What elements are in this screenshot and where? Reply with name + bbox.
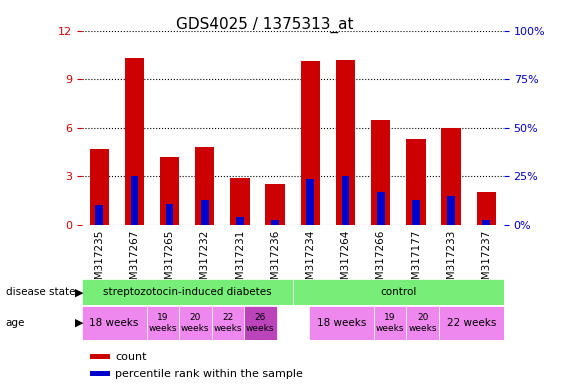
Bar <box>482 220 490 225</box>
Bar <box>447 195 455 225</box>
Bar <box>160 157 179 225</box>
Text: ▶: ▶ <box>75 287 83 297</box>
Text: 19
weeks: 19 weeks <box>376 313 404 333</box>
Bar <box>212 306 244 340</box>
Text: GSM317232: GSM317232 <box>200 229 210 293</box>
Bar <box>166 204 173 225</box>
Bar <box>266 184 285 225</box>
Bar <box>377 192 385 225</box>
Bar <box>236 217 244 225</box>
Bar <box>342 176 350 225</box>
Text: GSM317264: GSM317264 <box>341 229 351 293</box>
Bar <box>412 200 420 225</box>
Bar <box>374 306 406 340</box>
Bar <box>406 306 439 340</box>
Text: 18 weeks: 18 weeks <box>90 318 139 328</box>
Text: GSM317265: GSM317265 <box>164 229 175 293</box>
Text: GSM317233: GSM317233 <box>446 229 456 293</box>
Bar <box>244 306 276 340</box>
Text: age: age <box>6 318 25 328</box>
Text: GSM317235: GSM317235 <box>94 229 104 293</box>
Bar <box>230 178 249 225</box>
Bar <box>146 306 179 340</box>
Bar <box>293 279 504 305</box>
Text: 26
weeks: 26 weeks <box>246 313 275 333</box>
Text: percentile rank within the sample: percentile rank within the sample <box>115 369 303 379</box>
Bar <box>309 306 374 340</box>
Text: 19
weeks: 19 weeks <box>149 313 177 333</box>
Text: GSM317234: GSM317234 <box>305 229 315 293</box>
Text: 18 weeks: 18 weeks <box>317 318 366 328</box>
Text: ▶: ▶ <box>75 318 83 328</box>
Text: 22 weeks: 22 weeks <box>446 318 496 328</box>
Text: control: control <box>380 287 417 297</box>
Text: GSM317231: GSM317231 <box>235 229 245 293</box>
Text: GSM317236: GSM317236 <box>270 229 280 293</box>
Bar <box>131 176 138 225</box>
Bar <box>406 139 426 225</box>
Bar <box>201 200 209 225</box>
Bar <box>82 279 293 305</box>
Text: GSM317267: GSM317267 <box>129 229 140 293</box>
Text: 22
weeks: 22 weeks <box>213 313 242 333</box>
Bar <box>82 306 146 340</box>
Text: count: count <box>115 352 147 362</box>
Text: GSM317266: GSM317266 <box>376 229 386 293</box>
Text: streptozotocin-induced diabetes: streptozotocin-induced diabetes <box>103 287 271 297</box>
Bar <box>336 60 355 225</box>
Text: disease state: disease state <box>6 287 75 297</box>
Bar <box>439 306 504 340</box>
Bar <box>477 192 496 225</box>
Bar <box>195 147 215 225</box>
Text: GDS4025 / 1375313_at: GDS4025 / 1375313_at <box>176 17 354 33</box>
Bar <box>301 61 320 225</box>
Text: GSM317177: GSM317177 <box>411 229 421 293</box>
Bar <box>90 149 109 225</box>
Text: 20
weeks: 20 weeks <box>408 313 437 333</box>
Bar <box>271 220 279 225</box>
Bar <box>125 58 144 225</box>
Bar <box>179 306 212 340</box>
Bar <box>371 119 390 225</box>
Bar <box>95 205 103 225</box>
Text: GSM317237: GSM317237 <box>481 229 491 293</box>
Bar <box>90 354 110 359</box>
Bar <box>90 371 110 376</box>
Bar <box>306 179 314 225</box>
Bar <box>441 127 461 225</box>
Text: 20
weeks: 20 weeks <box>181 313 209 333</box>
